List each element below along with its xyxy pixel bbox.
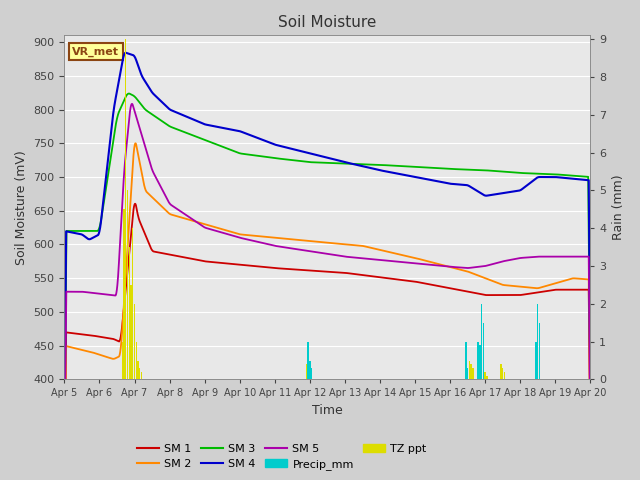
Bar xyxy=(470,364,472,379)
SM 1 xyxy=(120,300,128,306)
SM 3 xyxy=(125,91,132,96)
Line: SM 1: SM 1 xyxy=(65,204,590,379)
Y-axis label: Soil Moisture (mV): Soil Moisture (mV) xyxy=(15,150,28,265)
Bar xyxy=(467,368,468,379)
SM 4 xyxy=(586,376,594,382)
SM 4 xyxy=(61,376,68,382)
SM 5 xyxy=(120,167,128,173)
Line: SM 2: SM 2 xyxy=(65,144,590,379)
SM 1 xyxy=(61,376,68,382)
SM 5 xyxy=(262,241,270,247)
SM 2 xyxy=(262,234,270,240)
Line: SM 4: SM 4 xyxy=(65,53,590,379)
SM 5 xyxy=(285,245,293,251)
SM 2 xyxy=(576,276,584,282)
Bar xyxy=(127,191,128,379)
SM 1 xyxy=(285,266,293,272)
Bar xyxy=(539,323,540,379)
SM 5 xyxy=(152,174,159,180)
Bar xyxy=(483,323,484,379)
Legend: SM 1, SM 2, SM 3, SM 4, SM 5, Precip_mm, TZ ppt: SM 1, SM 2, SM 3, SM 4, SM 5, Precip_mm,… xyxy=(132,439,431,474)
Bar xyxy=(138,360,139,379)
Bar xyxy=(465,342,467,379)
SM 2 xyxy=(132,141,140,146)
SM 3 xyxy=(262,154,270,160)
SM 2 xyxy=(152,198,159,204)
Bar xyxy=(309,372,310,379)
SM 3 xyxy=(120,97,128,103)
SM 3 xyxy=(520,170,527,176)
Bar xyxy=(477,342,479,379)
Bar xyxy=(504,372,505,379)
Bar xyxy=(467,368,468,379)
Bar xyxy=(481,360,483,379)
SM 5 xyxy=(576,254,584,260)
SM 3 xyxy=(152,114,159,120)
SM 2 xyxy=(285,236,293,242)
Bar xyxy=(311,368,312,379)
Bar xyxy=(306,364,307,379)
Bar xyxy=(535,342,537,379)
Bar xyxy=(139,368,141,379)
SM 2 xyxy=(586,376,594,382)
SM 4 xyxy=(520,185,527,191)
Bar xyxy=(483,368,484,379)
SM 2 xyxy=(520,284,527,290)
SM 5 xyxy=(586,376,594,382)
Bar xyxy=(479,364,481,379)
SM 1 xyxy=(520,292,527,298)
Bar xyxy=(136,342,137,379)
SM 4 xyxy=(285,145,293,151)
Bar xyxy=(307,342,308,379)
SM 2 xyxy=(120,294,128,300)
SM 1 xyxy=(262,264,270,270)
SM 3 xyxy=(586,376,594,382)
SM 2 xyxy=(61,376,68,382)
Text: VR_met: VR_met xyxy=(72,46,119,57)
SM 1 xyxy=(152,249,159,255)
Line: SM 5: SM 5 xyxy=(65,104,590,379)
Line: SM 3: SM 3 xyxy=(65,94,590,379)
Title: Soil Moisture: Soil Moisture xyxy=(278,15,376,30)
SM 1 xyxy=(576,287,584,293)
SM 4 xyxy=(152,93,159,99)
Bar xyxy=(124,209,125,379)
SM 3 xyxy=(61,376,68,382)
Bar xyxy=(502,368,503,379)
Bar xyxy=(537,304,538,379)
X-axis label: Time: Time xyxy=(312,404,343,417)
Bar xyxy=(125,39,127,379)
Bar xyxy=(479,346,481,379)
Bar xyxy=(309,360,310,379)
Bar xyxy=(481,304,483,379)
SM 1 xyxy=(131,201,139,206)
SM 4 xyxy=(262,138,270,144)
Bar xyxy=(131,285,132,379)
Bar xyxy=(500,364,502,379)
SM 3 xyxy=(285,157,293,163)
Bar xyxy=(307,368,308,379)
Bar xyxy=(134,304,135,379)
Bar xyxy=(468,360,470,379)
Bar xyxy=(129,247,130,379)
SM 4 xyxy=(576,177,584,182)
SM 5 xyxy=(61,376,68,382)
SM 4 xyxy=(122,50,129,56)
Bar xyxy=(486,376,488,379)
SM 5 xyxy=(128,101,136,107)
Bar xyxy=(472,368,474,379)
Bar xyxy=(122,342,123,379)
SM 5 xyxy=(520,255,527,261)
SM 4 xyxy=(120,51,128,57)
Bar xyxy=(132,228,134,379)
Bar xyxy=(141,372,142,379)
SM 1 xyxy=(586,376,594,382)
Bar xyxy=(484,372,486,379)
Y-axis label: Rain (mm): Rain (mm) xyxy=(612,175,625,240)
SM 3 xyxy=(576,173,584,179)
